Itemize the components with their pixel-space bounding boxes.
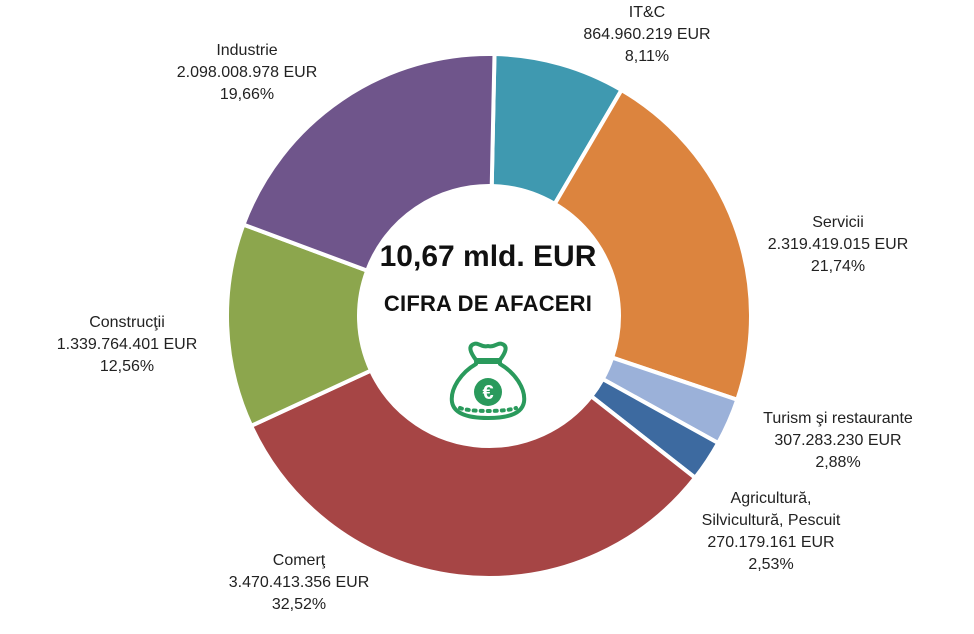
slice-label-constructii-name: Construcţii xyxy=(89,314,165,331)
slice-label-agricultura-value: 270.179.161 EUR xyxy=(707,534,835,551)
total-turnover: 10,67 mld. EUR xyxy=(379,240,597,273)
slice-label-constructii-value: 1.339.764.401 EUR xyxy=(56,336,198,353)
slice-label-itc-value: 864.960.219 EUR xyxy=(583,26,711,43)
slice-label-itc-percent: 8,11% xyxy=(624,48,670,65)
slice-label-comert-value: 3.470.413.356 EUR xyxy=(228,574,370,591)
slice-label-constructii-percent: 12,56% xyxy=(99,358,155,375)
slice-label-servicii-percent: 21,74% xyxy=(810,258,866,275)
slice-label-itc: IT&C 864.960.219 EUR 8,11% xyxy=(562,2,732,68)
slice-label-industrie: Industrie 2.098.008.978 EUR 19,66% xyxy=(152,40,342,106)
slice-label-servicii-value: 2.319.419.015 EUR xyxy=(767,236,909,253)
slice-label-comert: Comerţ 3.470.413.356 EUR 32,52% xyxy=(204,550,394,616)
slice-label-servicii-name: Servicii xyxy=(812,214,864,231)
slice-label-comert-name: Comerţ xyxy=(272,552,326,569)
slice-label-industrie-percent: 19,66% xyxy=(219,86,275,103)
slice-label-comert-percent: 32,52% xyxy=(271,596,327,613)
slice-label-turism-name: Turism şi restaurante xyxy=(763,410,913,427)
slice-label-agricultura-percent: 2,53% xyxy=(748,556,794,573)
money-bag-euro-icon: € xyxy=(449,341,527,420)
slice-label-servicii: Servicii 2.319.419.015 EUR 21,74% xyxy=(748,212,928,278)
donut-slice-industrie xyxy=(240,52,497,274)
slice-label-turism-value: 307.283.230 EUR xyxy=(774,432,902,449)
slice-label-agricultura-name-2: Silvicultură, Pescuit xyxy=(701,512,841,529)
slice-label-turism-percent: 2,88% xyxy=(815,454,861,471)
slice-label-itc-name: IT&C xyxy=(628,4,666,21)
chart-center-subtitle: CIFRA DE AFACERI xyxy=(383,291,593,316)
donut-slice-comert xyxy=(248,367,698,580)
slice-label-industrie-value: 2.098.008.978 EUR xyxy=(176,64,318,81)
slice-label-agricultura-name-1: Agricultură, xyxy=(730,490,812,507)
slice-label-turism: Turism şi restaurante 307.283.230 EUR 2,… xyxy=(738,408,938,474)
slice-label-agricultura: Agricultură, Silvicultură, Pescuit 270.1… xyxy=(676,488,866,576)
slice-label-constructii: Construcţii 1.339.764.401 EUR 12,56% xyxy=(32,312,222,378)
donut-slice-constructii xyxy=(225,222,374,429)
svg-text:€: € xyxy=(482,382,493,404)
donut-slice-servicii xyxy=(552,87,753,403)
slice-label-industrie-name: Industrie xyxy=(216,42,278,59)
